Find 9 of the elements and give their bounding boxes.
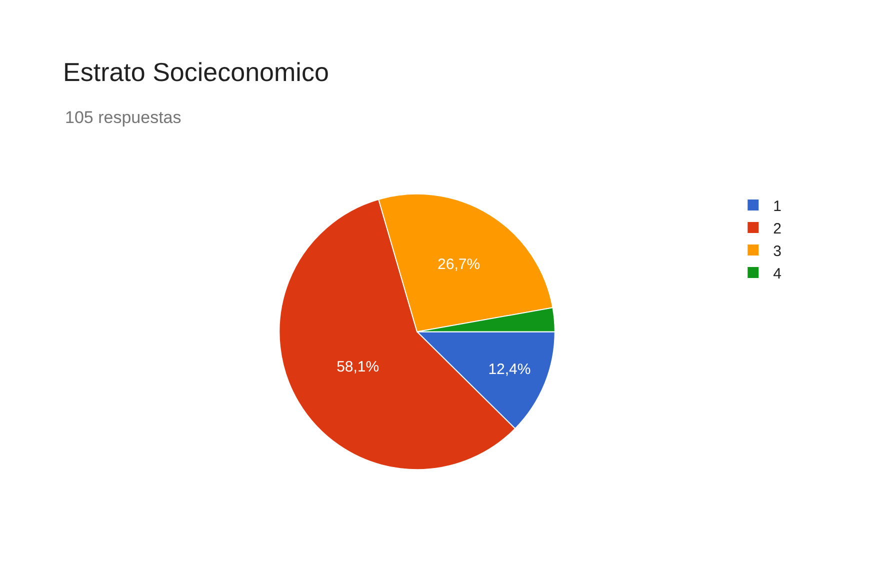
legend-label: 4 xyxy=(773,265,782,282)
legend-label: 3 xyxy=(773,242,782,260)
data-label: 26,7% xyxy=(438,256,480,274)
legend-label: 2 xyxy=(773,220,782,238)
data-label: 58,1% xyxy=(336,358,380,376)
text: 105 respuestas xyxy=(65,108,182,127)
chart-title: Estrato Socieconomico xyxy=(63,57,329,88)
data-label: 12,4% xyxy=(488,361,531,378)
legend-label: 1 xyxy=(773,198,782,215)
